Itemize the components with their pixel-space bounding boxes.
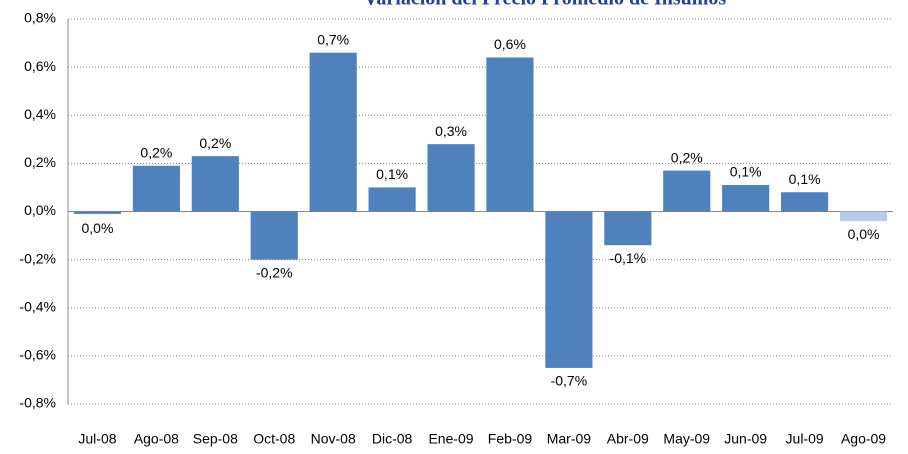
bar <box>191 156 239 212</box>
x-tick-label: May-09 <box>663 431 710 447</box>
bar <box>368 187 416 212</box>
y-tick-label: 0,0% <box>24 202 56 218</box>
y-tick-label: 0,4% <box>24 106 56 122</box>
value-label: 0,2% <box>671 149 703 165</box>
y-tick-label: -0,8% <box>19 395 56 411</box>
x-tick-label: Ago-08 <box>134 431 179 447</box>
bar <box>427 144 475 212</box>
value-label: -0,1% <box>610 250 647 266</box>
x-tick-label: Abr-09 <box>607 431 649 447</box>
value-label: 0,1% <box>730 164 762 180</box>
value-label: 0,7% <box>317 31 349 47</box>
bar <box>486 57 534 212</box>
bar <box>545 211 593 368</box>
x-tick-label: Jul-08 <box>78 431 116 447</box>
y-tick-label: 0,8% <box>24 10 56 26</box>
value-label: 0,2% <box>140 144 172 160</box>
value-label: 0,1% <box>789 171 821 187</box>
bar <box>250 211 298 260</box>
x-tick-label: Ago-09 <box>841 431 886 447</box>
value-label: 0,0% <box>82 220 114 236</box>
bar <box>309 52 357 212</box>
bar <box>604 211 652 246</box>
x-tick-label: Jun-09 <box>724 431 767 447</box>
x-tick-label: Jul-09 <box>786 431 824 447</box>
y-tick-label: 0,6% <box>24 58 56 74</box>
chart-title: Variación del Precio Promedio de Insumos <box>364 0 727 10</box>
x-tick-label: Feb-09 <box>488 431 533 447</box>
value-label: 0,0% <box>848 226 880 242</box>
value-label: -0,2% <box>256 264 293 280</box>
bar <box>839 211 888 222</box>
bar <box>722 185 770 212</box>
y-tick-label: -0,4% <box>19 298 56 314</box>
y-tick-label: 0,2% <box>24 154 56 170</box>
x-tick-label: Dic-08 <box>372 431 413 447</box>
y-tick-label: -0,2% <box>19 250 56 266</box>
value-label: 0,3% <box>435 123 467 139</box>
value-label: 0,2% <box>199 135 231 151</box>
value-label: 0,6% <box>494 36 526 52</box>
bar <box>663 170 711 212</box>
bar <box>781 192 829 212</box>
x-tick-label: Mar-09 <box>547 431 592 447</box>
x-tick-label: Nov-08 <box>311 431 356 447</box>
y-tick-label: -0,6% <box>19 347 56 363</box>
bar <box>132 165 180 212</box>
x-tick-label: Sep-08 <box>193 431 238 447</box>
x-tick-label: Oct-08 <box>253 431 295 447</box>
value-label: -0,7% <box>551 373 588 389</box>
x-tick-label: Ene-09 <box>428 431 473 447</box>
bar <box>73 211 122 214</box>
value-label: 0,1% <box>376 166 408 182</box>
